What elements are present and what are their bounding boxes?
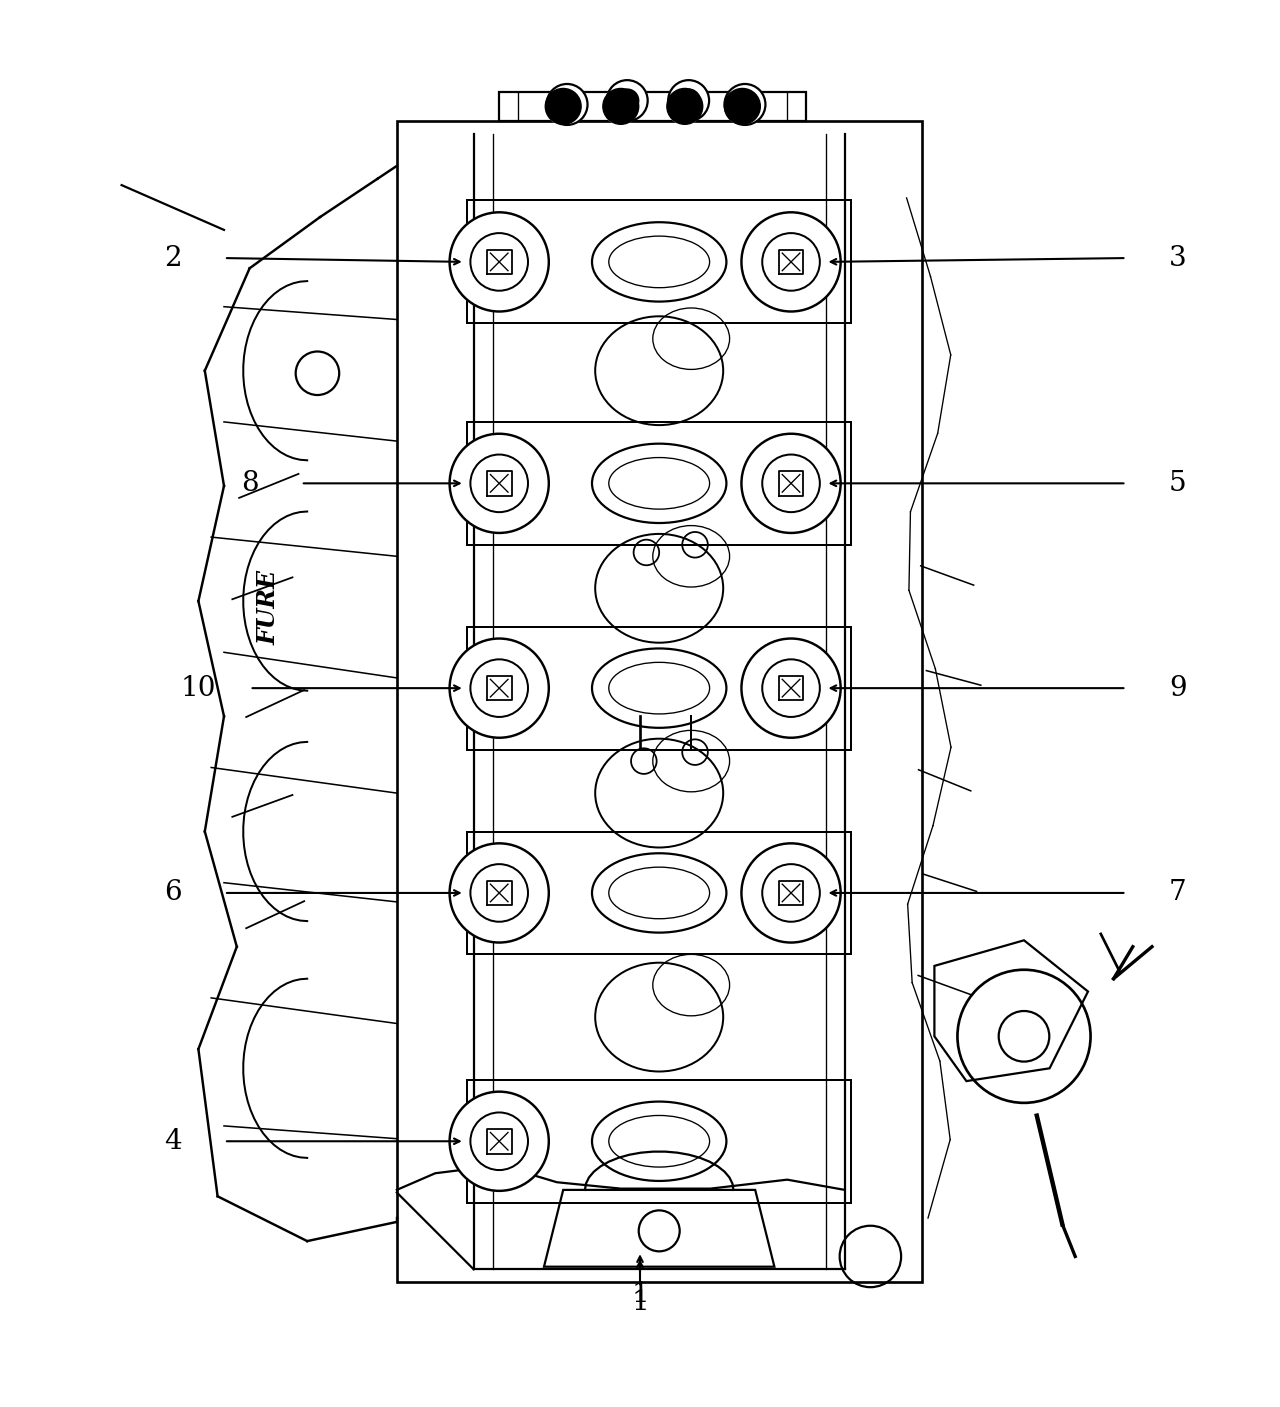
Circle shape bbox=[724, 84, 765, 125]
Circle shape bbox=[724, 89, 760, 124]
Circle shape bbox=[741, 843, 841, 943]
Circle shape bbox=[741, 639, 841, 737]
Circle shape bbox=[471, 660, 529, 718]
Circle shape bbox=[616, 89, 639, 113]
Circle shape bbox=[449, 212, 549, 311]
Circle shape bbox=[471, 234, 529, 291]
Circle shape bbox=[667, 89, 703, 124]
Text: 1: 1 bbox=[631, 1282, 649, 1309]
Circle shape bbox=[547, 84, 588, 125]
Circle shape bbox=[763, 660, 820, 718]
Text: 2: 2 bbox=[164, 245, 182, 272]
Text: 10: 10 bbox=[180, 674, 216, 702]
Circle shape bbox=[603, 89, 639, 124]
Text: FURE: FURE bbox=[257, 570, 280, 644]
Circle shape bbox=[733, 93, 756, 115]
Circle shape bbox=[449, 1092, 549, 1190]
Circle shape bbox=[556, 93, 579, 115]
Circle shape bbox=[449, 433, 549, 533]
Circle shape bbox=[668, 80, 709, 121]
Circle shape bbox=[667, 89, 703, 124]
Text: 8: 8 bbox=[241, 470, 259, 497]
Circle shape bbox=[603, 89, 639, 124]
Circle shape bbox=[763, 234, 820, 291]
Circle shape bbox=[545, 89, 581, 124]
Circle shape bbox=[741, 212, 841, 311]
Text: 4: 4 bbox=[164, 1128, 182, 1155]
Circle shape bbox=[471, 1113, 529, 1171]
Circle shape bbox=[607, 80, 648, 121]
Circle shape bbox=[957, 969, 1091, 1103]
Circle shape bbox=[471, 864, 529, 922]
Text: 3: 3 bbox=[1169, 245, 1187, 272]
Circle shape bbox=[763, 864, 820, 922]
Text: 6: 6 bbox=[164, 879, 182, 906]
Circle shape bbox=[449, 843, 549, 943]
Circle shape bbox=[763, 454, 820, 512]
Text: 7: 7 bbox=[1169, 879, 1187, 906]
Circle shape bbox=[545, 89, 581, 124]
Text: 1: 1 bbox=[631, 1289, 649, 1316]
Circle shape bbox=[724, 89, 760, 124]
Circle shape bbox=[449, 639, 549, 737]
Circle shape bbox=[998, 1012, 1050, 1062]
Text: 9: 9 bbox=[1169, 674, 1187, 702]
Circle shape bbox=[677, 89, 700, 113]
Text: 5: 5 bbox=[1169, 470, 1187, 497]
Circle shape bbox=[471, 454, 529, 512]
Circle shape bbox=[741, 433, 841, 533]
